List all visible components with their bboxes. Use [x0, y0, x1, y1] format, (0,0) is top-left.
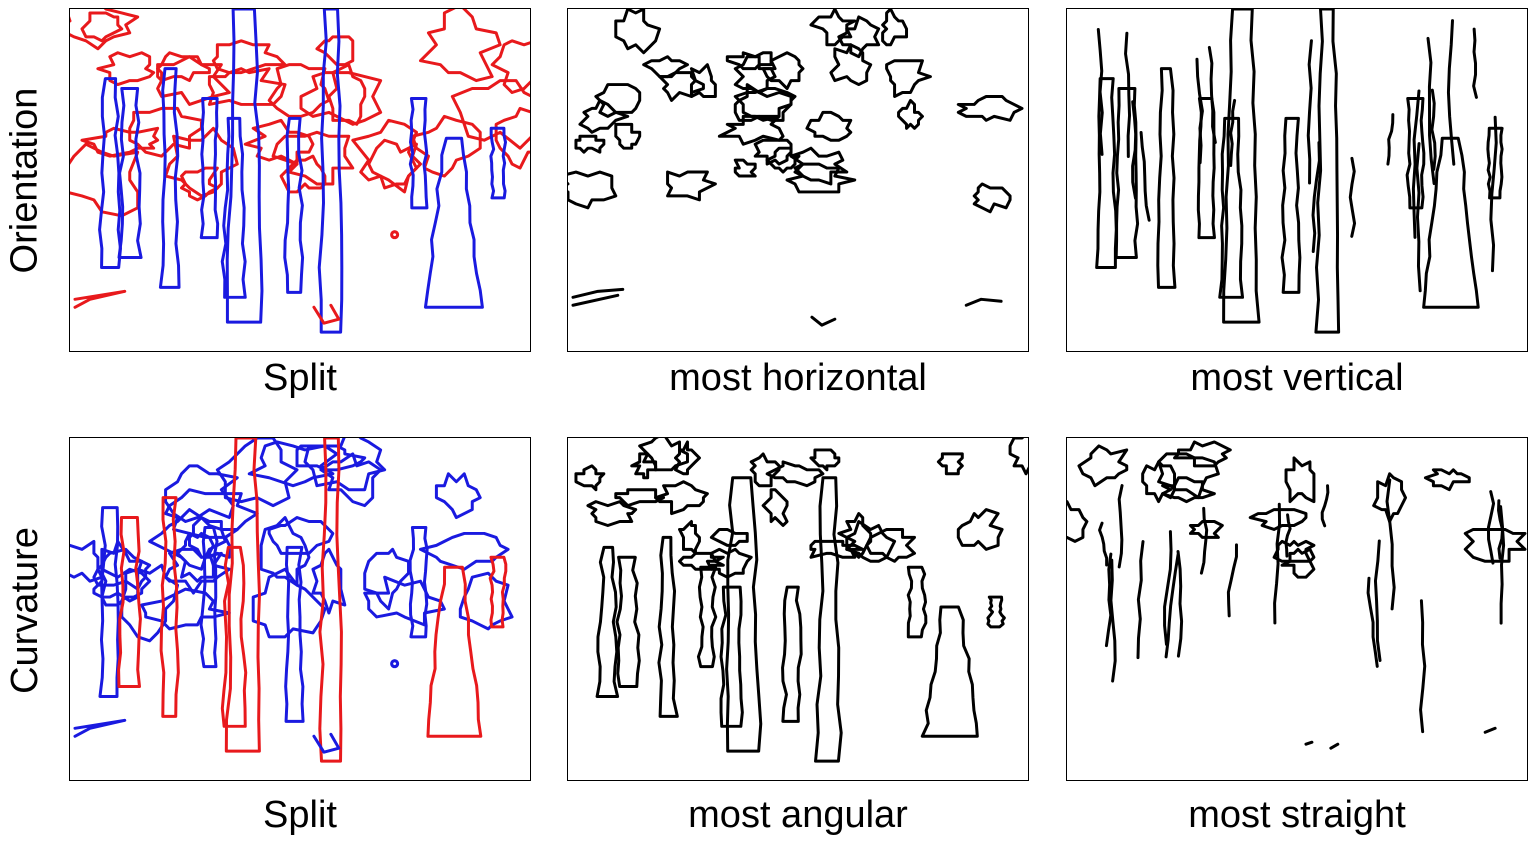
row-label-curvature-text: Curvature — [3, 527, 46, 694]
contour-image — [1067, 440, 1527, 750]
caption-orientation-most-vertical: most vertical — [1190, 357, 1404, 399]
panel-orientation-most-horizontal — [567, 8, 1029, 352]
caption-orientation-split: Split — [263, 357, 337, 399]
contour-image — [1095, 9, 1504, 334]
contour-image — [568, 9, 1024, 327]
caption-curvature-most-angular: most angular — [688, 794, 908, 836]
panel-curvature-most-angular — [567, 437, 1029, 781]
row-label-orientation: Orientation — [0, 8, 50, 352]
row-label-curvature: Curvature — [0, 437, 50, 784]
panel-curvature-split — [69, 437, 531, 781]
panel-orientation-most-vertical — [1066, 8, 1528, 352]
panel-orientation-split — [69, 8, 531, 352]
panel-curvature-most-straight — [1066, 437, 1528, 781]
row-label-orientation-text: Orientation — [3, 87, 46, 273]
contour-image — [574, 438, 1028, 763]
caption-curvature-most-straight: most straight — [1188, 794, 1406, 836]
caption-curvature-split: Split — [263, 794, 337, 836]
contour-image — [70, 9, 530, 334]
contour-image — [70, 438, 514, 763]
caption-orientation-most-horizontal: most horizontal — [669, 357, 927, 399]
